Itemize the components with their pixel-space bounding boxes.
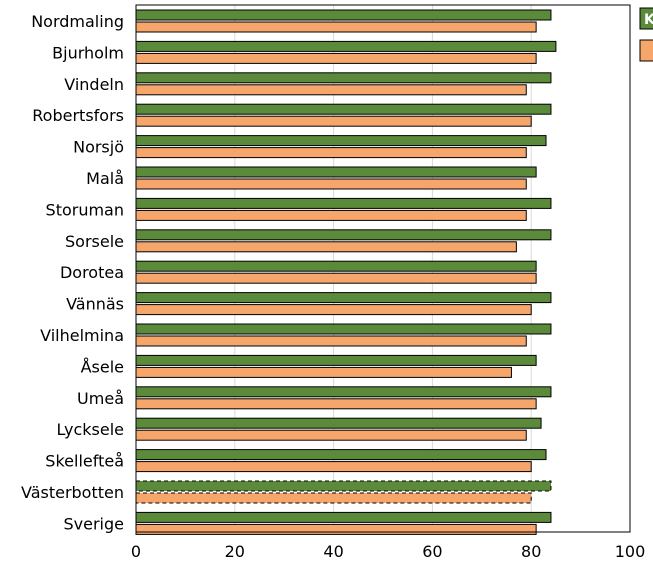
plot-frame [135,4,631,533]
bar-orange [135,523,537,535]
bars [135,9,557,535]
category-label: Robertsfors [32,106,124,125]
category-label: Bjurholm [52,43,124,62]
bar-orange [135,429,527,441]
bar-green [135,417,542,429]
category-label: Lycksele [57,420,124,439]
bar-orange [135,147,527,159]
bar-green [135,386,552,398]
bar-green [135,449,547,461]
bar-green [135,135,547,147]
bar-green [135,9,552,21]
bar-orange [135,366,512,378]
x-tick-label: 80 [521,542,541,561]
bar-orange [135,115,532,127]
bar-green [135,480,552,492]
bar-green [135,354,537,366]
bar-green [135,72,552,84]
category-label: Sverige [64,514,125,533]
category-label: Vilhelmina [40,326,124,345]
x-tick-label: 60 [422,542,442,561]
x-tick-label: 40 [323,542,343,561]
bar-orange [135,52,537,64]
x-tick-label: 20 [225,542,245,561]
legend-label: K [644,12,653,28]
legend-swatch [639,39,653,62]
category-label: Skellefteå [45,452,124,471]
category-label: Norsjö [73,138,124,157]
category-labels: Nordmaling Bjurholm Vindeln Robertsfors Nors… [21,12,124,533]
bar-orange [135,84,527,96]
category-label: Vindeln [64,75,124,94]
bar-orange [135,492,532,504]
bar-green [135,166,537,178]
category-label: Dorotea [60,263,124,282]
bar-green [135,40,557,52]
category-label: Västerbotten [21,483,124,502]
bar-orange [135,335,527,347]
category-label: Nordmaling [31,12,124,31]
bar-orange [135,461,532,473]
bar-green [135,323,552,335]
bar-orange [135,178,527,190]
bar-orange [135,272,537,284]
category-label: Sorsele [65,232,124,251]
bar-green [135,292,552,304]
category-label: Åsele [81,357,124,376]
x-tick-label: 100 [615,542,646,561]
bar-green [135,260,537,272]
category-label: Storuman [46,200,124,219]
bar-green [135,103,552,115]
category-label: Umeå [77,389,124,408]
category-label: Vännäs [66,295,124,314]
bar-orange [135,398,537,410]
legend: K [639,7,653,62]
category-label: Malå [86,169,124,188]
bar-green [135,229,552,241]
x-axis-ticks: 0 20 40 60 80 100 [131,542,645,561]
bar-orange [135,21,537,33]
x-tick-label: 0 [131,542,141,561]
bar-green [135,197,552,209]
bar-green [135,511,552,523]
legend-swatch [639,7,653,30]
bar-orange [135,209,527,221]
bar-orange [135,304,532,316]
bar-orange [135,241,517,253]
